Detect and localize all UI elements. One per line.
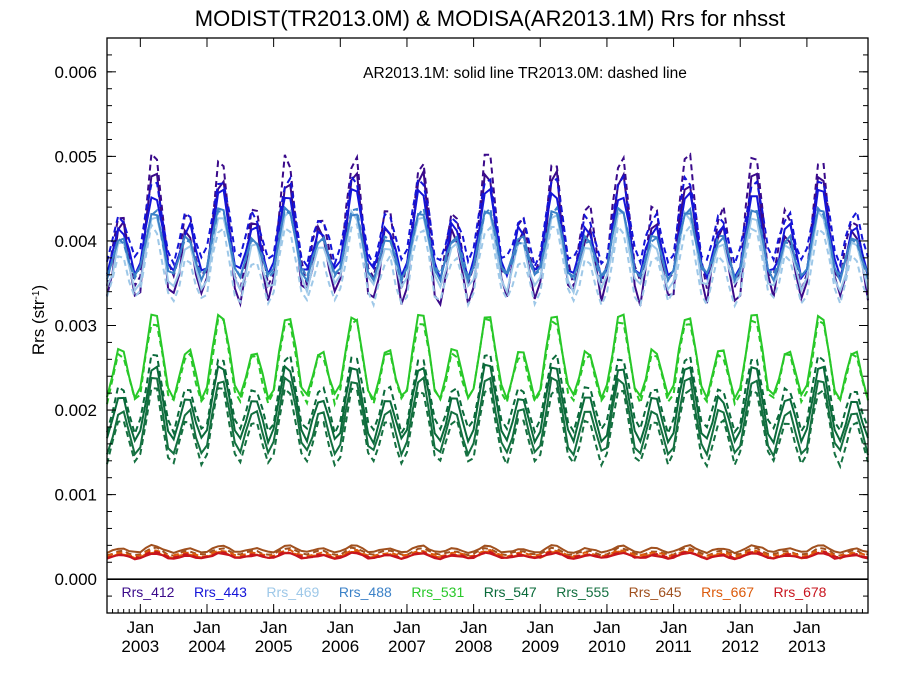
line-style-annotation: AR2013.1M: solid line TR2013.0M: dashed … bbox=[363, 65, 687, 82]
y-tick-label: 0.002 bbox=[54, 401, 97, 420]
y-axis-label: Rrs (str-1) bbox=[29, 285, 48, 355]
series-line-rrs-547-ar bbox=[106, 363, 869, 446]
x-axis: Jan2003Jan2004Jan2005Jan2006Jan2007Jan20… bbox=[106, 38, 869, 656]
legend-item-rrs-547: Rrs_547 bbox=[484, 584, 537, 600]
legend-item-rrs-443: Rrs_443 bbox=[194, 584, 247, 600]
x-tick-label-year: 2012 bbox=[721, 637, 759, 656]
y-axis-label-superscript: -1 bbox=[31, 290, 42, 299]
x-tick-label-year: 2009 bbox=[521, 637, 559, 656]
y-tick-label: 0.000 bbox=[54, 570, 97, 589]
legend-item-rrs-678: Rrs_678 bbox=[774, 584, 827, 600]
x-tick-label-month: Jan bbox=[260, 618, 287, 637]
x-tick-label-month: Jan bbox=[327, 618, 354, 637]
x-tick-label-year: 2013 bbox=[788, 637, 826, 656]
series-line-rrs-555-tr bbox=[106, 386, 869, 470]
plot-frame bbox=[106, 37, 869, 614]
series-line-rrs-469-tr bbox=[106, 221, 869, 309]
x-tick-label-month: Jan bbox=[393, 618, 420, 637]
x-tick-label-year: 2005 bbox=[255, 637, 293, 656]
y-tick-label: 0.001 bbox=[54, 486, 97, 505]
series-line-rrs-678-tr bbox=[106, 550, 869, 560]
series-line-rrs-531-ar bbox=[106, 313, 869, 403]
chart-title: MODIST(TR2013.0M) & MODISA(AR2013.1M) Rr… bbox=[195, 6, 785, 31]
series-line-rrs-547-tr bbox=[106, 352, 869, 437]
x-tick-label-year: 2007 bbox=[388, 637, 426, 656]
legend-item-rrs-469: Rrs_469 bbox=[266, 584, 319, 600]
x-tick-label-month: Jan bbox=[193, 618, 220, 637]
x-tick-label-year: 2008 bbox=[455, 637, 493, 656]
legend-item-rrs-645: Rrs_645 bbox=[629, 584, 682, 600]
y-tick-label: 0.005 bbox=[54, 147, 97, 166]
x-tick-label-year: 2006 bbox=[321, 637, 359, 656]
series-line-rrs-645-tr bbox=[106, 546, 869, 557]
series-line-rrs-488-tr bbox=[106, 205, 869, 285]
x-tick-label-month: Jan bbox=[127, 618, 154, 637]
x-tick-label-month: Jan bbox=[660, 618, 687, 637]
x-tick-label-year: 2011 bbox=[655, 637, 692, 656]
y-tick-label: 0.006 bbox=[54, 63, 97, 82]
legend: Rrs_412 Rrs_443 Rrs_469 Rrs_488 Rrs_531 Rrs_5… bbox=[122, 584, 827, 600]
series-line-rrs-555-ar bbox=[106, 375, 869, 459]
x-tick-label-year: 2003 bbox=[121, 637, 159, 656]
series-line-rrs-531-tr bbox=[106, 317, 869, 408]
x-tick-label-year: 2004 bbox=[188, 637, 226, 656]
legend-item-rrs-488: Rrs_488 bbox=[339, 584, 392, 600]
legend-item-rrs-412: Rrs_412 bbox=[122, 584, 175, 600]
series-line-rrs-443-ar bbox=[106, 187, 869, 283]
x-tick-label-month: Jan bbox=[593, 618, 620, 637]
x-tick-label-year: 2010 bbox=[588, 637, 626, 656]
legend-item-rrs-555: Rrs_555 bbox=[556, 584, 609, 600]
plot-area bbox=[106, 151, 869, 580]
y-tick-label: 0.003 bbox=[54, 317, 97, 336]
legend-item-rrs-667: Rrs_667 bbox=[701, 584, 754, 600]
series-line-rrs-443-tr bbox=[106, 173, 869, 270]
y-axis-label-close: ) bbox=[29, 285, 48, 291]
y-axis: 0.000 0.001 0.002 0.003 0.004 0.005 0.006 bbox=[54, 37, 868, 614]
series-line-rrs-645-ar bbox=[106, 543, 869, 555]
x-tick-label-month: Jan bbox=[727, 618, 754, 637]
x-tick-label-month: Jan bbox=[527, 618, 554, 637]
y-tick-label: 0.004 bbox=[54, 232, 97, 251]
series-line-rrs-667-tr bbox=[106, 548, 869, 558]
legend-item-rrs-531: Rrs_531 bbox=[411, 584, 464, 600]
x-tick-label-month: Jan bbox=[793, 618, 820, 637]
series-line-rrs-678-ar bbox=[106, 551, 869, 561]
series-line-rrs-469-ar bbox=[106, 208, 869, 296]
x-tick-label-month: Jan bbox=[460, 618, 487, 637]
y-axis-label-main: Rrs (str bbox=[29, 299, 48, 355]
